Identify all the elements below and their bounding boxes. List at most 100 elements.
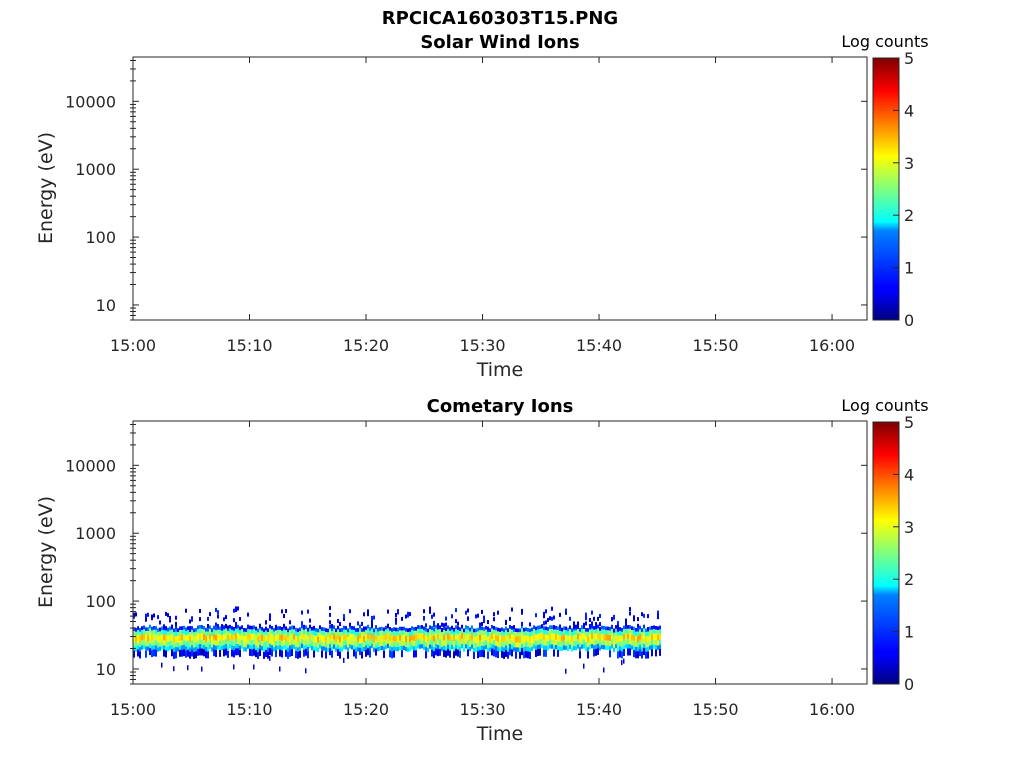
heatmap-cell	[341, 636, 343, 643]
heatmap-cell	[429, 625, 431, 630]
heatmap-cell	[451, 614, 453, 619]
heatmap-cell	[319, 633, 321, 640]
heatmap-cell	[627, 625, 629, 629]
heatmap-cell	[545, 609, 547, 614]
heatmap-cell	[385, 625, 387, 630]
heatmap-cell	[335, 636, 337, 643]
heatmap-cell	[655, 649, 657, 657]
heatmap-cell	[479, 640, 481, 646]
heatmap-cell	[421, 639, 423, 645]
heatmap-cell	[393, 631, 395, 636]
heatmap-cell	[505, 630, 507, 635]
heatmap-cell	[209, 644, 211, 649]
heatmap-cell	[605, 640, 607, 646]
heatmap-cell	[455, 629, 457, 634]
axis-ticks-cometary: 15:00 15:10 15:20 15:30 15:40 15:50 16:0010100…	[65, 421, 867, 719]
heatmap-cell	[243, 647, 245, 652]
heatmap-cell	[497, 646, 499, 652]
heatmap-cell	[473, 628, 475, 633]
heatmap-cell	[289, 634, 291, 641]
x-tick-label: 15:20	[343, 700, 389, 719]
heatmap-cell	[429, 639, 431, 645]
heatmap-cell	[627, 633, 629, 640]
heatmap-cell	[429, 644, 431, 649]
heatmap-cell	[591, 624, 593, 629]
heatmap-cell	[165, 646, 167, 651]
heatmap-cell	[559, 631, 561, 636]
heatmap-cell	[267, 642, 269, 648]
heatmap-cell	[263, 628, 265, 633]
heatmap-cell	[289, 630, 291, 635]
heatmap-cell	[243, 631, 245, 637]
heatmap-cell	[293, 644, 295, 649]
heatmap-cell	[611, 644, 613, 649]
heatmap-cell	[643, 648, 645, 656]
heatmap-cell	[579, 631, 581, 637]
heatmap-cell	[609, 630, 611, 635]
heatmap-cell	[189, 632, 191, 637]
heatmap-cell	[449, 650, 451, 658]
heatmap-cell	[253, 644, 255, 649]
x-tick-label: 15:50	[692, 700, 738, 719]
heatmap-cell	[327, 636, 329, 643]
heatmap-cell	[301, 624, 303, 629]
heatmap-cell	[223, 625, 225, 630]
heatmap-cell	[595, 629, 597, 634]
heatmap-cell	[479, 650, 481, 658]
heatmap-cell	[149, 624, 151, 629]
heatmap-cell	[501, 631, 503, 636]
heatmap-cell	[201, 639, 203, 645]
heatmap-cell	[583, 622, 585, 627]
heatmap-cell	[585, 636, 587, 643]
heatmap-cell	[569, 633, 571, 640]
heatmap-cell	[133, 612, 135, 617]
heatmap-cell	[287, 632, 289, 637]
heatmap-cell	[579, 636, 581, 643]
heatmap-cell	[609, 646, 611, 651]
heatmap-cell	[441, 627, 443, 632]
heatmap-cell	[199, 633, 201, 640]
heatmap-cell	[577, 625, 579, 629]
heatmap-cell	[305, 629, 307, 634]
heatmap-cell	[455, 633, 457, 640]
heatmap-cell	[609, 641, 611, 646]
heatmap-cell	[361, 621, 363, 626]
heatmap-cell	[197, 625, 199, 630]
heatmap-cell	[285, 630, 287, 635]
heatmap-cell	[135, 647, 137, 652]
colorbar-tick-label: 0	[904, 675, 914, 694]
heatmap-cell	[555, 625, 557, 630]
heatmap-cell	[557, 634, 559, 641]
heatmap-cell	[383, 635, 385, 642]
heatmap-cell	[167, 646, 169, 652]
heatmap-cell	[489, 642, 491, 648]
heatmap-cell	[493, 626, 495, 630]
heatmap-cell	[297, 647, 299, 652]
heatmap-cell	[281, 627, 283, 631]
heatmap-cell	[227, 635, 229, 642]
heatmap-cell	[383, 631, 385, 636]
xlabel-cometary: Time	[476, 723, 524, 745]
heatmap-cell	[289, 640, 291, 646]
heatmap-cell	[639, 633, 641, 640]
heatmap-cell	[597, 628, 599, 633]
heatmap-cell	[325, 628, 327, 632]
heatmap-cell	[315, 642, 317, 647]
heatmap-cell	[223, 617, 225, 622]
heatmap-cell	[343, 639, 345, 645]
heatmap-cell	[507, 642, 509, 648]
heatmap-cell	[523, 631, 525, 636]
heatmap-cell	[599, 627, 601, 631]
heatmap-cell	[471, 644, 473, 649]
heatmap-cell	[307, 609, 309, 614]
heatmap-cell	[493, 645, 495, 650]
heatmap-cell	[221, 630, 223, 635]
heatmap-cell	[161, 634, 163, 641]
heatmap-cell	[187, 626, 189, 630]
heatmap-cell	[633, 650, 635, 658]
heatmap-cell	[193, 628, 195, 633]
heatmap-cell	[655, 626, 657, 630]
heatmap-cell	[585, 621, 587, 626]
heatmap-cell	[479, 624, 481, 629]
heatmap-cell	[537, 649, 539, 656]
